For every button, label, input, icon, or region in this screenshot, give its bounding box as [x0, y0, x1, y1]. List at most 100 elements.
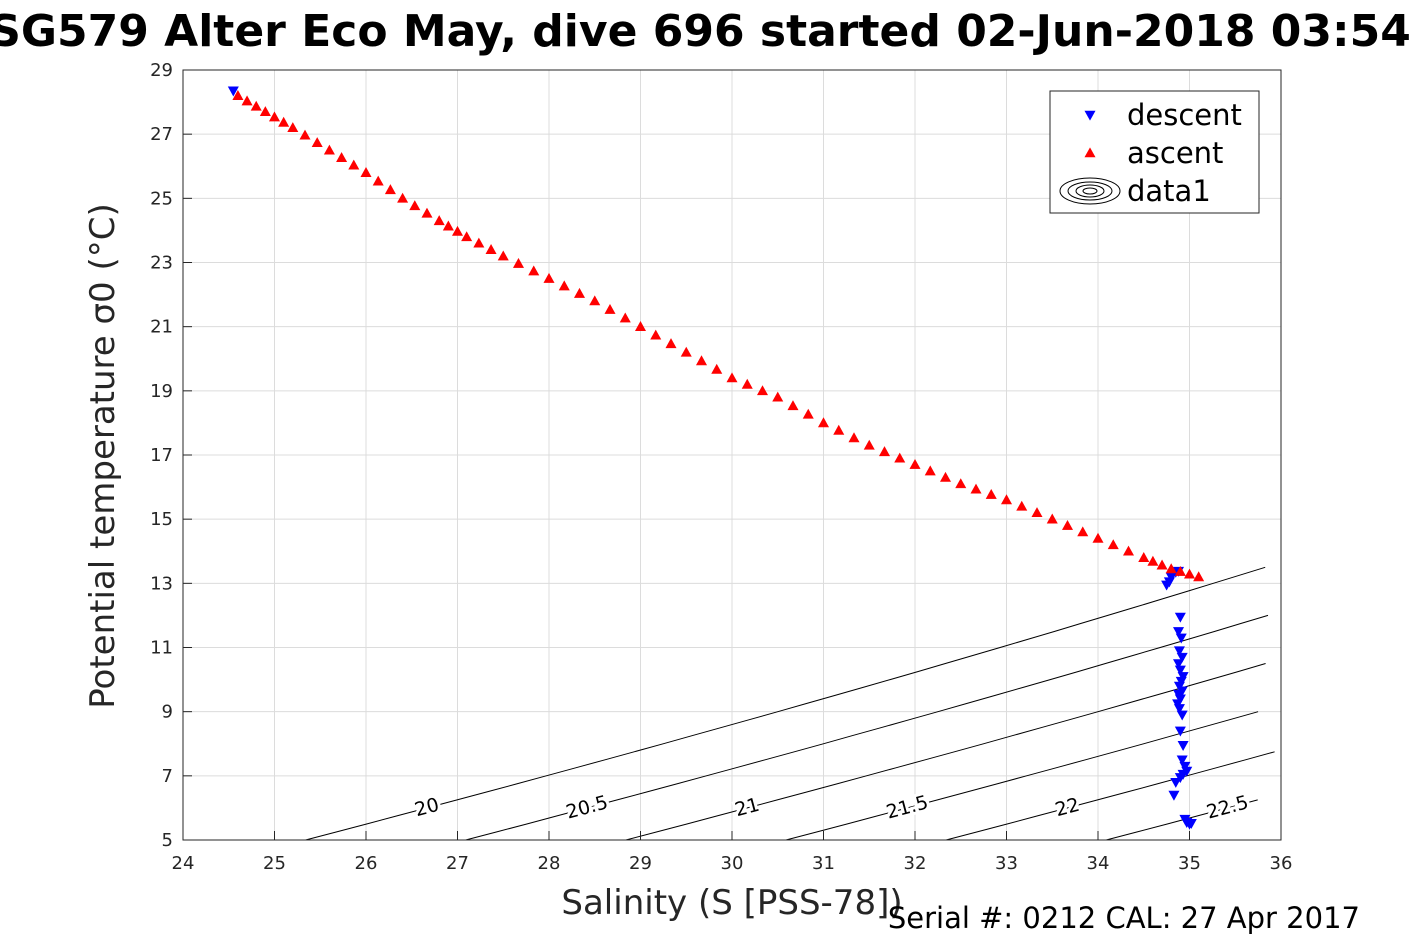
descent-point	[1173, 627, 1185, 638]
ascent-point	[421, 207, 433, 218]
isopycnal-line	[465, 614, 1269, 841]
ascent-point	[909, 459, 921, 469]
ascent-point	[650, 329, 662, 340]
ascent-point	[726, 372, 738, 383]
descent-point	[1170, 777, 1182, 788]
ascent-point	[665, 338, 677, 349]
density-contours	[305, 566, 1275, 841]
ascent-point	[863, 439, 875, 450]
ascent-point	[232, 90, 244, 100]
ascent-point	[397, 192, 409, 203]
ascent-point	[802, 408, 814, 419]
y-tick-label: 7	[162, 766, 173, 787]
ascent-point	[1138, 552, 1150, 562]
ascent-series	[232, 90, 1205, 582]
legend-label-data1: data1	[1127, 174, 1211, 208]
ascent-point	[278, 116, 290, 127]
ascent-point	[1147, 555, 1159, 566]
ascent-point	[1000, 494, 1013, 505]
ascent-point	[1046, 513, 1058, 524]
legend-box	[1049, 90, 1260, 214]
descent-point	[1174, 665, 1186, 676]
descent-point	[1173, 659, 1185, 670]
descent-point	[1173, 646, 1185, 657]
x-tick-label: 31	[812, 853, 835, 874]
y-tick-label: 15	[150, 509, 173, 530]
ascent-point	[955, 478, 967, 489]
ascent-point	[695, 355, 708, 366]
descent-point	[1175, 676, 1187, 687]
ascent-point	[1092, 532, 1104, 543]
y-tick-label: 5	[162, 830, 173, 851]
ascent-point	[485, 244, 497, 254]
y-tick-label: 9	[162, 702, 173, 723]
ascent-point	[528, 265, 540, 276]
ascent-point	[1061, 519, 1074, 530]
ascent-point	[558, 280, 570, 291]
ascent-point	[619, 312, 631, 323]
legend-label-descent: descent	[1127, 98, 1242, 132]
descent-point	[1168, 790, 1180, 801]
ascent-point	[711, 363, 723, 374]
ascent-point	[970, 483, 982, 494]
ascent-point	[287, 122, 299, 133]
y-tick-label: 11	[150, 638, 173, 659]
ascent-point	[1174, 565, 1186, 576]
x-tick-label: 29	[629, 853, 652, 874]
ascent-point	[1193, 571, 1205, 582]
ascent-point	[473, 237, 485, 248]
ascent-point	[772, 391, 784, 402]
serial-calibration-note: Serial #: 0212 CAL: 27 Apr 2017	[888, 901, 1360, 935]
descent-point	[1172, 699, 1184, 710]
descent-point	[1174, 726, 1186, 737]
ascent-point	[1077, 526, 1089, 537]
ascent-point	[461, 231, 473, 242]
x-tick-label: 36	[1270, 853, 1293, 874]
ascent-point	[604, 303, 616, 314]
ascent-point	[924, 465, 936, 476]
y-tick-label: 23	[150, 253, 173, 274]
ascent-point	[848, 432, 860, 443]
y-tick-label: 25	[150, 188, 173, 209]
ascent-point	[878, 446, 891, 457]
x-tick-label: 27	[446, 853, 469, 874]
ascent-point	[680, 346, 692, 357]
ascent-point	[634, 321, 647, 331]
legend-ascent-marker	[1084, 147, 1096, 158]
ascent-point	[1107, 539, 1119, 550]
descent-series	[227, 86, 1197, 830]
x-tick-label: 28	[538, 853, 561, 874]
descent-point	[1175, 633, 1187, 644]
descent-point	[1177, 741, 1189, 751]
ascent-point	[756, 385, 769, 396]
ascent-point	[372, 175, 384, 186]
descent-point	[1173, 689, 1185, 700]
ascent-point	[360, 167, 372, 177]
ascent-point	[384, 184, 396, 195]
legend: descent ascent data1	[1049, 90, 1260, 214]
ascent-point	[497, 250, 509, 261]
y-tick-label: 29	[150, 60, 173, 81]
x-axis-label: Salinity (S [PSS-78])	[561, 883, 902, 923]
ascent-point	[543, 272, 555, 283]
ascent-point	[589, 295, 601, 306]
legend-contour-marker	[1059, 177, 1121, 205]
ascent-point	[241, 95, 253, 106]
ascent-point	[939, 471, 952, 482]
legend-descent-marker	[1084, 110, 1096, 121]
descent-point	[1173, 704, 1185, 715]
x-tick-label: 33	[995, 853, 1018, 874]
legend-contour-marker	[1075, 184, 1105, 198]
descent-point	[1174, 773, 1186, 784]
isopycnal-line	[305, 566, 1266, 841]
ascent-point	[985, 488, 997, 499]
descent-point	[1179, 761, 1191, 772]
descent-point	[1174, 612, 1186, 623]
ascent-point	[348, 159, 360, 170]
legend-label-ascent: ascent	[1127, 136, 1223, 170]
descent-point	[1176, 755, 1188, 766]
ascent-point	[451, 225, 464, 236]
ascent-point	[299, 129, 311, 140]
tick-labels: 24 25 26 27 28 29 30 31 32 33 34 35 36 5 7 9 11 13 15 17 19 2…	[150, 60, 1292, 874]
